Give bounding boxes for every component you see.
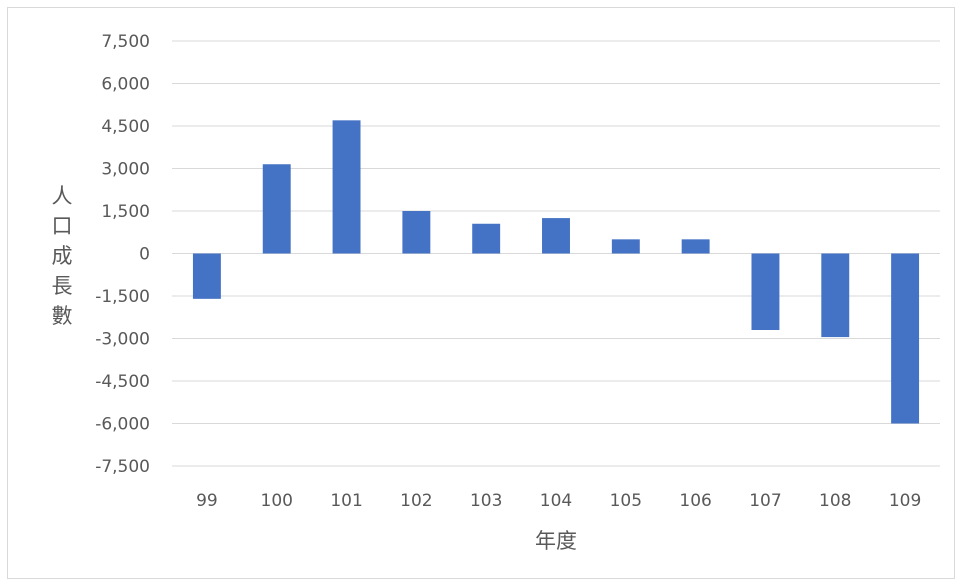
bar-101 (332, 120, 361, 254)
y-axis-tick-labels: 7,500 6,000 4,500 3,000 1,500 0 -1,500 -3,000 -4… (95, 32, 150, 477)
x-tick-label: 109 (889, 491, 921, 511)
x-tick-label: 107 (749, 491, 781, 511)
bar-100 (262, 164, 291, 254)
x-tick-label: 103 (470, 491, 502, 511)
x-tick-label: 99 (196, 491, 218, 511)
y-axis-title-char: 數 (52, 304, 73, 328)
bar-103 (472, 223, 501, 254)
x-tick-label: 101 (330, 491, 362, 511)
y-axis-title-char: 口 (52, 214, 73, 238)
bar-108 (821, 253, 850, 338)
y-tick-label: -7,500 (95, 457, 150, 477)
x-tick-label: 102 (400, 491, 432, 511)
x-tick-label: 106 (679, 491, 711, 511)
gridlines (172, 40, 940, 467)
y-axis-title-char: 長 (52, 274, 73, 298)
y-tick-label: -6,000 (95, 415, 150, 435)
y-tick-label: 4,500 (101, 117, 150, 137)
y-tick-label: 3,000 (101, 160, 150, 180)
y-tick-label: -4,500 (95, 372, 150, 392)
bar-99 (192, 253, 221, 299)
y-axis-title-char: 成 (52, 244, 73, 268)
x-axis-title: 年度 (535, 529, 577, 553)
y-tick-label: -3,000 (95, 330, 150, 350)
y-tick-label: 6,000 (101, 75, 150, 95)
bar-106 (681, 239, 710, 254)
y-axis-title-char: 人 (52, 184, 73, 208)
y-tick-label: 1,500 (101, 202, 150, 222)
y-tick-label: 0 (139, 245, 150, 265)
x-tick-label: 108 (819, 491, 851, 511)
bar-107 (751, 253, 780, 330)
bar-102 (402, 211, 431, 254)
x-tick-label: 104 (540, 491, 572, 511)
y-tick-label: 7,500 (101, 32, 150, 52)
bar-series (192, 120, 920, 424)
bar-104 (542, 218, 570, 254)
x-axis-tick-labels: 99 100 101 102 103 104 105 106 107 108 109 (196, 491, 921, 511)
bar-105 (611, 239, 640, 254)
bar-109 (891, 253, 920, 424)
x-tick-label: 100 (261, 491, 293, 511)
chart-frame (7, 7, 955, 579)
x-tick-label: 105 (610, 491, 642, 511)
y-tick-label: -1,500 (95, 287, 150, 307)
